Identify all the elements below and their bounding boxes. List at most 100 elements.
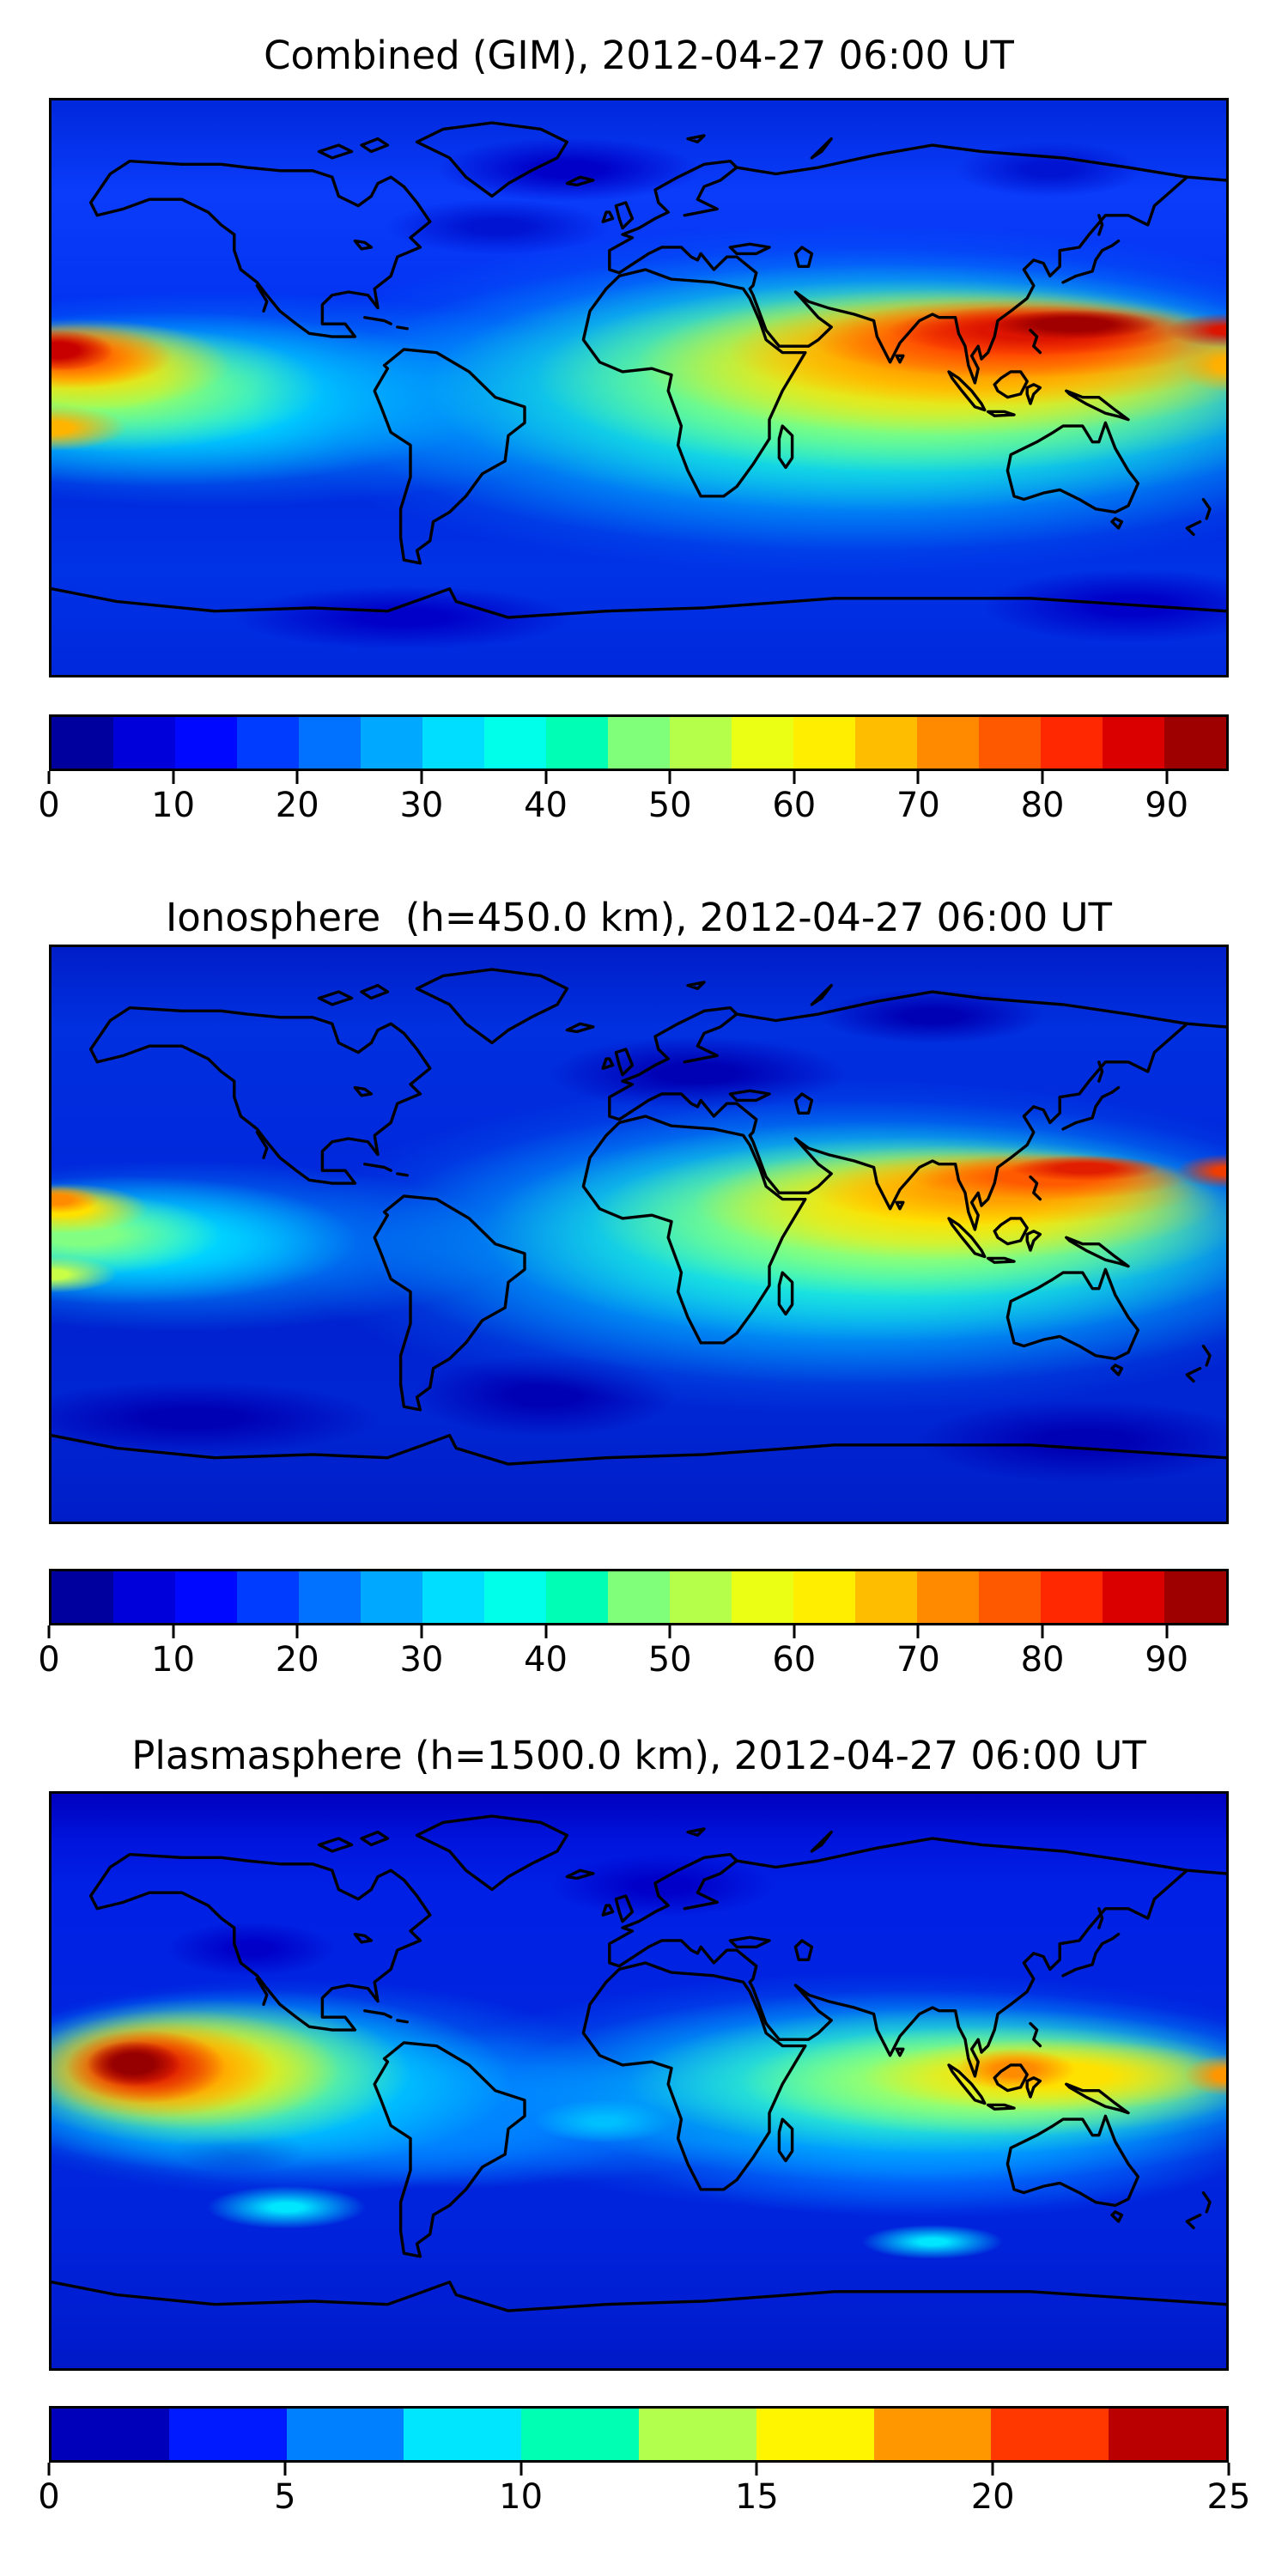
colorbar-tick-label: 70 <box>896 1640 940 1680</box>
colorbar-segment <box>52 717 113 769</box>
colorbar-segment <box>237 717 299 769</box>
colorbar-segment <box>52 2409 169 2460</box>
colorbar-tick-mark <box>295 1625 299 1638</box>
colorbar-tick-label: 10 <box>499 2477 544 2517</box>
colorbar-segment <box>1164 1571 1226 1623</box>
colorbar-tick-label: 5 <box>274 2477 296 2517</box>
colorbar-ticks-ionosphere: 0 10 20 30 40 50 60 70 80 90 <box>38 1625 1229 1694</box>
colorbar-tick-label: 25 <box>1206 2477 1251 2517</box>
colorbar-segment <box>608 717 670 769</box>
colorbar-segment <box>855 717 917 769</box>
colorbar-tick-label: 90 <box>1145 786 1189 825</box>
colorbar-segment <box>756 2409 874 2460</box>
colorbar-segment <box>404 2409 522 2460</box>
colorbar-segment <box>670 1571 732 1623</box>
colorbar-segment <box>484 1571 546 1623</box>
colorbar-tick-mark <box>519 2463 523 2476</box>
colorbar-tick-label: 80 <box>1020 1640 1065 1680</box>
colorbar-tick-mark <box>668 1625 671 1638</box>
colorbar-tick-mark <box>47 2463 51 2476</box>
colorbar-tick-label: 10 <box>151 1640 196 1680</box>
colorbar-segment <box>979 1571 1041 1623</box>
colorbar-tick-mark <box>755 2463 758 2476</box>
colorbar-ionosphere <box>49 1569 1229 1625</box>
colorbar-tick-label: 20 <box>275 1640 319 1680</box>
colorbar-segment <box>638 2409 756 2460</box>
colorbar-segment <box>793 717 855 769</box>
colorbar-segment <box>1109 2409 1226 2460</box>
colorbar-tick-mark <box>793 771 796 784</box>
colorbar-segment <box>979 717 1041 769</box>
colorbar-segment <box>484 717 546 769</box>
colorbar-tick-label: 0 <box>38 786 60 825</box>
colorbar-tick-label: 10 <box>151 786 196 825</box>
colorbar-segment <box>361 1571 422 1623</box>
world-coastlines <box>52 1814 1226 2312</box>
colorbar-segment <box>299 1571 361 1623</box>
colorbar-segment <box>168 2409 287 2460</box>
colorbar-segment <box>917 717 979 769</box>
colorbar-tick-label: 0 <box>38 2477 60 2517</box>
colorbar-tick-label: 50 <box>647 1640 692 1680</box>
colorbar-tick-label: 30 <box>399 786 444 825</box>
colorbar-tick-label: 20 <box>970 2477 1015 2517</box>
map-combined-gim <box>49 98 1229 677</box>
colorbar-tick-mark <box>916 771 920 784</box>
chart-title-ionosphere: Ionosphere (h=450.0 km), 2012-04-27 06:0… <box>165 895 1113 940</box>
colorbar-tick-label: 70 <box>896 786 940 825</box>
chart-title-plasmasphere: Plasmasphere (h=1500.0 km), 2012-04-27 0… <box>131 1733 1146 1778</box>
colorbar-segment <box>670 717 732 769</box>
colorbar-tick-label: 30 <box>399 1640 444 1680</box>
colorbar-combined <box>49 714 1229 771</box>
colorbar-tick-label: 90 <box>1145 1640 1189 1680</box>
colorbar-segment <box>521 2409 639 2460</box>
colorbar-tick-mark <box>1165 1625 1169 1638</box>
colorbar-tick-label: 0 <box>38 1640 60 1680</box>
colorbar-tick-label: 15 <box>734 2477 779 2517</box>
colorbar-tick-mark <box>1227 2463 1230 2476</box>
colorbar-ticks-plasmasphere: 0 5 10 15 20 25 <box>38 2463 1250 2531</box>
colorbar-tick-mark <box>283 2463 287 2476</box>
colorbar-segment <box>422 1571 484 1623</box>
colorbar-segment <box>237 1571 299 1623</box>
colorbar-segment <box>113 717 175 769</box>
colorbar-segment <box>873 2409 992 2460</box>
colorbar-tick-mark <box>793 1625 796 1638</box>
map-plasmasphere <box>49 1791 1229 2371</box>
colorbar-segment <box>608 1571 670 1623</box>
colorbar-segment <box>1164 717 1226 769</box>
colorbar-tick-mark <box>172 771 175 784</box>
colorbar-segment <box>732 717 793 769</box>
colorbar-segment <box>546 717 608 769</box>
colorbar-segment <box>1041 1571 1103 1623</box>
colorbar-tick-mark <box>1041 771 1044 784</box>
colorbar-tick-mark <box>544 771 548 784</box>
colorbar-tick-label: 40 <box>524 1640 568 1680</box>
colorbar-segment <box>1041 717 1103 769</box>
colorbar-segment <box>422 717 484 769</box>
colorbar-ticks-combined: 0 10 20 30 40 50 60 70 80 90 <box>38 771 1229 840</box>
colorbar-tick-mark <box>47 771 51 784</box>
colorbar-tick-mark <box>668 771 671 784</box>
colorbar-segment <box>546 1571 608 1623</box>
colorbar-tick-label: 40 <box>524 786 568 825</box>
colorbar-tick-mark <box>295 771 299 784</box>
colorbar-segment <box>286 2409 404 2460</box>
colorbar-segment <box>855 1571 917 1623</box>
colorbar-tick-mark <box>47 1625 51 1638</box>
colorbar-segment <box>991 2409 1109 2460</box>
colorbar-plasmasphere <box>49 2406 1229 2463</box>
colorbar-segment <box>113 1571 175 1623</box>
colorbar-tick-label: 20 <box>275 786 319 825</box>
colorbar-tick-mark <box>172 1625 175 1638</box>
colorbar-segment <box>361 717 422 769</box>
colorbar-tick-label: 60 <box>772 1640 817 1680</box>
colorbar-segment <box>1103 1571 1164 1623</box>
colorbar-tick-mark <box>916 1625 920 1638</box>
colorbar-tick-mark <box>420 1625 423 1638</box>
map-ionosphere <box>49 945 1229 1524</box>
colorbar-segment <box>793 1571 855 1623</box>
world-coastlines <box>52 121 1226 619</box>
colorbar-tick-label: 60 <box>772 786 817 825</box>
